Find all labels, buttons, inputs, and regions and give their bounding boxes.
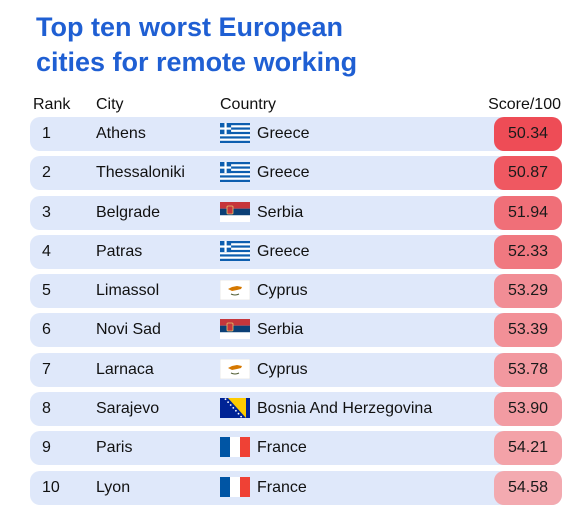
score-cell: 53.90 — [494, 392, 562, 427]
rank-cell: 1 — [42, 125, 51, 142]
table-body: 1 Athens Greece 50.34 2 Thessaloniki Greece 50.… — [30, 117, 562, 510]
country-cell: Greece — [257, 125, 310, 142]
table-row: 10 Lyon France 54.58 — [30, 470, 562, 505]
cyprus-flag-icon — [220, 358, 250, 379]
bosnia-flag-icon — [220, 398, 250, 419]
city-cell: Sarajevo — [96, 400, 160, 418]
country-cell: Serbia — [257, 203, 304, 221]
greece-flag-icon — [220, 240, 250, 261]
table-row: 5 Limassol Cyprus 53.29 — [30, 274, 562, 309]
rank-cell: 6 — [42, 321, 51, 339]
greece-flag-icon — [220, 123, 250, 143]
table-header: Rank City Country Score/100 — [0, 96, 581, 116]
country-cell: Greece — [257, 164, 310, 182]
rank-cell: 7 — [42, 360, 51, 378]
greece-flag-icon — [220, 162, 250, 183]
rank-cell: 8 — [42, 400, 51, 418]
table-row: 4 Patras Greece 52.33 — [30, 234, 562, 269]
france-flag-icon — [220, 437, 250, 458]
table-row: 2 Thessaloniki Greece 50.87 — [30, 156, 562, 191]
rank-cell: 10 — [42, 478, 60, 496]
score-cell: 53.39 — [494, 313, 562, 348]
rank-cell: 2 — [42, 164, 51, 182]
serbia-flag-icon — [220, 201, 250, 222]
table-row: 1 Athens Greece 50.34 — [30, 117, 562, 151]
country-cell: Bosnia And Herzegovina — [257, 400, 433, 418]
city-cell: Limassol — [96, 282, 160, 300]
rank-cell: 9 — [42, 439, 51, 457]
score-cell: 52.33 — [494, 234, 562, 269]
chart-title: Top ten worst European cities for remote… — [36, 10, 556, 80]
city-cell: Larnaca — [96, 360, 154, 378]
city-cell: Lyon — [96, 478, 131, 496]
header-country: Country — [220, 96, 277, 113]
city-cell: Belgrade — [96, 203, 161, 221]
score-cell: 54.21 — [494, 431, 562, 466]
chart-title-line-1: Top ten worst European — [36, 12, 344, 42]
chart-title-line-2: cities for remote working — [36, 47, 358, 77]
serbia-flag-icon — [220, 319, 250, 340]
score-cell: 53.78 — [494, 352, 562, 387]
score-cell: 53.29 — [494, 274, 562, 309]
city-cell: Patras — [96, 242, 143, 260]
table-row: 8 Sarajevo Bosnia And Herzegovina 53.90 — [30, 392, 562, 427]
score-cell: 50.34 — [494, 117, 562, 151]
table-row: 6 Novi Sad Serbia 53.39 — [30, 313, 562, 348]
rank-cell: 5 — [42, 282, 51, 300]
score-cell: 51.94 — [494, 195, 562, 230]
table-row: 7 Larnaca Cyprus 53.78 — [30, 352, 562, 387]
table-row: 9 Paris France 54.21 — [30, 431, 562, 466]
country-cell: Cyprus — [257, 282, 308, 300]
header-city: City — [96, 96, 124, 113]
country-cell: Greece — [257, 242, 310, 260]
score-cell: 54.58 — [494, 470, 562, 505]
score-cell: 50.87 — [494, 156, 562, 191]
header-score: Score/100 — [488, 96, 561, 113]
cyprus-flag-icon — [220, 280, 250, 301]
country-cell: Serbia — [257, 321, 304, 339]
table-row: 3 Belgrade Serbia 51.94 — [30, 195, 562, 230]
rank-cell: 3 — [42, 203, 51, 221]
rank-cell: 4 — [42, 242, 51, 260]
city-cell: Novi Sad — [96, 321, 161, 339]
country-cell: Cyprus — [257, 360, 308, 378]
city-cell: Athens — [96, 125, 146, 142]
header-rank: Rank — [33, 96, 71, 113]
city-cell: Paris — [96, 439, 133, 457]
country-cell: France — [257, 478, 307, 496]
city-cell: Thessaloniki — [96, 164, 185, 182]
france-flag-icon — [220, 476, 250, 497]
country-cell: France — [257, 439, 307, 457]
